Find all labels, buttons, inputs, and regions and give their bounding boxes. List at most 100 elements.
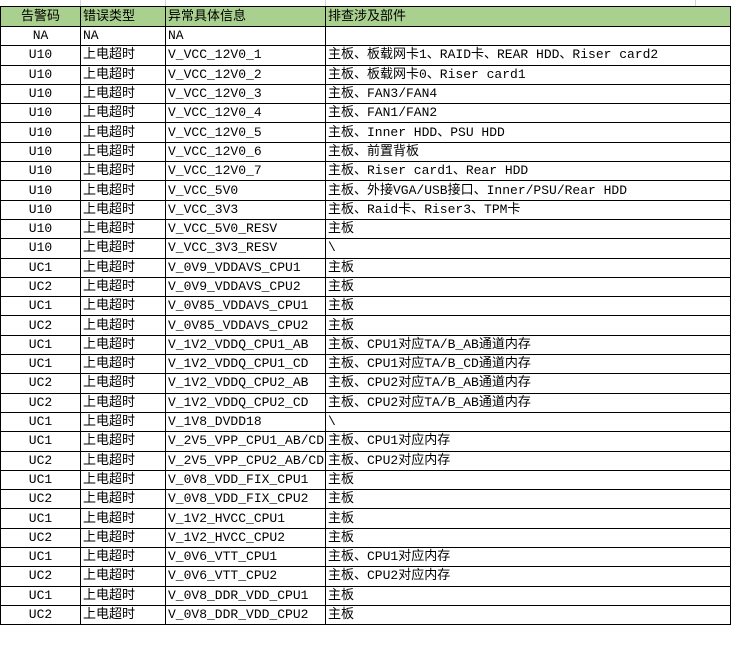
components-cell[interactable]: 主板 (325, 257, 731, 278)
error-type-cell[interactable]: 上电超时 (80, 238, 166, 259)
alarm-code-cell[interactable]: UC2 (0, 489, 81, 510)
detail-cell[interactable]: V_1V2_VDDQ_CPU1_AB (165, 334, 326, 356)
components-cell[interactable]: 主板、CPU2对应内存 (325, 450, 731, 471)
detail-cell[interactable]: V_0V8_VDD_FIX_CPU2 (165, 489, 326, 510)
error-type-cell[interactable]: 上电超时 (80, 103, 166, 124)
error-type-cell[interactable]: 上电超时 (80, 315, 166, 336)
alarm-code-cell[interactable]: U10 (0, 161, 81, 182)
detail-cell[interactable]: V_1V2_VDDQ_CPU1_CD (165, 354, 326, 375)
error-type-cell[interactable]: 上电超时 (80, 276, 166, 298)
error-type-cell[interactable]: 上电超时 (80, 180, 166, 201)
error-type-cell[interactable]: 上电超时 (80, 489, 166, 510)
detail-cell[interactable]: V_VCC_5V0_RESV (165, 218, 326, 240)
alarm-code-cell[interactable]: UC1 (0, 411, 81, 433)
error-type-cell[interactable]: 上电超时 (80, 334, 166, 356)
detail-cell[interactable]: V_VCC_12V0_4 (165, 103, 326, 124)
alarm-code-cell[interactable]: UC1 (0, 508, 81, 529)
alarm-code-cell[interactable]: UC1 (0, 354, 81, 375)
alarm-code-cell[interactable]: U10 (0, 122, 81, 143)
detail-cell[interactable]: V_VCC_3V3 (165, 199, 326, 220)
error-type-cell[interactable]: 上电超时 (80, 354, 166, 375)
error-type-cell[interactable]: 上电超时 (80, 392, 166, 413)
error-type-cell[interactable]: 上电超时 (80, 450, 166, 471)
components-cell[interactable]: 主板、FAN3/FAN4 (325, 83, 731, 105)
error-type-cell[interactable]: 上电超时 (80, 83, 166, 105)
error-type-cell[interactable]: 上电超时 (80, 64, 166, 85)
error-type-cell[interactable]: 上电超时 (80, 122, 166, 143)
alarm-code-cell[interactable]: U10 (0, 238, 81, 259)
error-type-cell[interactable]: 上电超时 (80, 45, 166, 66)
alarm-code-cell[interactable]: U10 (0, 45, 81, 66)
alarm-code-cell[interactable]: U10 (0, 83, 81, 105)
detail-cell[interactable]: V_0V6_VTT_CPU2 (165, 566, 326, 587)
detail-cell[interactable]: V_2V5_VPP_CPU1_AB/CD (165, 431, 326, 452)
error-type-cell[interactable]: 上电超时 (80, 199, 166, 220)
alarm-code-cell[interactable]: UC1 (0, 431, 81, 452)
components-cell[interactable]: 主板、FAN1/FAN2 (325, 103, 731, 124)
error-type-cell[interactable]: 上电超时 (80, 141, 166, 163)
alarm-code-cell[interactable]: UC2 (0, 450, 81, 471)
components-cell[interactable]: 主板 (325, 296, 731, 317)
components-cell[interactable]: 主板、前置背板 (325, 141, 731, 163)
detail-cell[interactable]: V_VCC_12V0_1 (165, 45, 326, 66)
error-type-cell[interactable]: 上电超时 (80, 527, 166, 549)
alarm-code-cell[interactable]: UC2 (0, 604, 81, 626)
detail-cell[interactable]: V_0V9_VDDAVS_CPU1 (165, 257, 326, 278)
alarm-code-cell[interactable]: U10 (0, 141, 81, 163)
components-cell[interactable]: \ (325, 411, 731, 433)
error-type-cell[interactable]: 上电超时 (80, 604, 166, 626)
detail-cell[interactable]: V_0V8_DDR_VDD_CPU2 (165, 604, 326, 626)
components-cell[interactable] (325, 25, 731, 47)
detail-cell[interactable]: V_VCC_12V0_5 (165, 122, 326, 143)
alarm-code-cell[interactable]: U10 (0, 103, 81, 124)
components-cell[interactable]: 主板 (325, 315, 731, 336)
detail-cell[interactable]: V_0V9_VDDAVS_CPU2 (165, 276, 326, 298)
error-type-cell[interactable]: 上电超时 (80, 161, 166, 182)
detail-cell[interactable]: V_VCC_3V3_RESV (165, 238, 326, 259)
components-cell[interactable]: 主板 (325, 527, 731, 549)
alarm-code-cell[interactable]: UC2 (0, 566, 81, 587)
components-cell[interactable]: 主板、Riser card1、Rear HDD (325, 161, 731, 182)
components-cell[interactable]: 主板 (325, 604, 731, 626)
alarm-code-cell[interactable]: UC1 (0, 547, 81, 568)
alarm-code-cell[interactable]: UC2 (0, 373, 81, 394)
alarm-code-cell[interactable]: UC2 (0, 315, 81, 336)
detail-cell[interactable]: V_1V2_VDDQ_CPU2_CD (165, 392, 326, 413)
components-cell[interactable]: 主板、Inner HDD、PSU HDD (325, 122, 731, 143)
alarm-code-cell[interactable]: U10 (0, 180, 81, 201)
error-type-cell[interactable]: 上电超时 (80, 547, 166, 568)
error-type-cell[interactable]: NA (80, 25, 166, 47)
detail-cell[interactable]: V_0V6_VTT_CPU1 (165, 547, 326, 568)
alarm-code-cell[interactable]: UC2 (0, 276, 81, 298)
error-type-cell[interactable]: 上电超时 (80, 218, 166, 240)
detail-cell[interactable]: V_1V2_HVCC_CPU1 (165, 508, 326, 529)
components-cell[interactable]: 主板 (325, 585, 731, 606)
detail-cell[interactable]: V_VCC_5V0 (165, 180, 326, 201)
components-cell[interactable]: 主板 (325, 469, 731, 491)
alarm-code-cell[interactable]: UC1 (0, 257, 81, 278)
alarm-code-cell[interactable]: UC1 (0, 469, 81, 491)
components-cell[interactable]: 主板、外接VGA/USB接口、Inner/PSU/Rear HDD (325, 180, 731, 201)
error-type-cell[interactable]: 上电超时 (80, 411, 166, 433)
detail-cell[interactable]: V_0V8_VDD_FIX_CPU1 (165, 469, 326, 491)
error-type-cell[interactable]: 上电超时 (80, 431, 166, 452)
detail-cell[interactable]: V_0V85_VDDAVS_CPU1 (165, 296, 326, 317)
detail-cell[interactable]: V_VCC_12V0_7 (165, 161, 326, 182)
alarm-code-cell[interactable]: NA (0, 25, 81, 47)
detail-cell[interactable]: V_0V8_DDR_VDD_CPU1 (165, 585, 326, 606)
detail-cell[interactable]: V_0V85_VDDAVS_CPU2 (165, 315, 326, 336)
alarm-code-cell[interactable]: U10 (0, 199, 81, 220)
alarm-code-cell[interactable]: UC2 (0, 392, 81, 413)
components-cell[interactable]: 主板、CPU2对应TA/B_AB通道内存 (325, 373, 731, 394)
components-cell[interactable]: 主板、CPU1对应TA/B_AB通道内存 (325, 334, 731, 356)
components-cell[interactable]: 主板 (325, 489, 731, 510)
detail-cell[interactable]: V_1V2_HVCC_CPU2 (165, 527, 326, 549)
error-type-cell[interactable]: 上电超时 (80, 469, 166, 491)
components-cell[interactable]: 主板 (325, 508, 731, 529)
alarm-code-cell[interactable]: UC1 (0, 296, 81, 317)
error-type-cell[interactable]: 上电超时 (80, 296, 166, 317)
alarm-code-cell[interactable]: U10 (0, 64, 81, 85)
components-cell[interactable]: \ (325, 238, 731, 259)
detail-cell[interactable]: V_VCC_12V0_3 (165, 83, 326, 105)
detail-cell[interactable]: V_1V8_DVDD18 (165, 411, 326, 433)
